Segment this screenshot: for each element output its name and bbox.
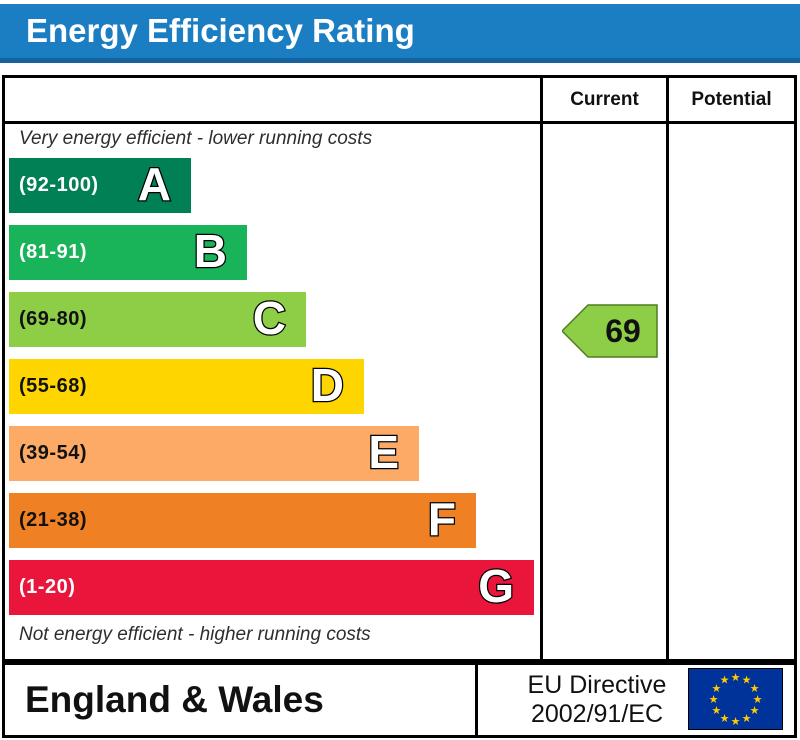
- eu-flag-star: ★: [711, 683, 721, 695]
- page-title: Energy Efficiency Rating: [26, 12, 415, 49]
- potential-column-header: Potential: [691, 88, 772, 110]
- band-E: (39-54) E: [9, 426, 419, 481]
- eu-directive-line1: EU Directive: [527, 671, 667, 700]
- inefficient-note: Not energy efficient - higher running co…: [19, 624, 371, 645]
- eu-flag-star: ★: [720, 675, 730, 687]
- eu-flag-icon: ★ ★★★★★★★★★★★: [688, 668, 783, 730]
- header-divider: [5, 121, 794, 124]
- band-range-label: (81-91): [19, 241, 87, 263]
- current-column-header: Current: [570, 88, 639, 110]
- band-range-label: (39-54): [19, 442, 87, 464]
- current-rating-value: 69: [605, 312, 641, 349]
- eu-flag-star: ★: [750, 705, 760, 717]
- eu-flag-field: [688, 668, 783, 730]
- title-bar: Energy Efficiency Rating: [0, 4, 800, 63]
- column-divider-current: [540, 78, 543, 659]
- eu-flag-star: ★: [720, 713, 730, 725]
- eu-flag-star: ★: [709, 694, 719, 706]
- rating-table: Current Potential Very energy efficient …: [2, 75, 797, 662]
- eu-directive-line2: 2002/91/EC: [530, 700, 664, 728]
- band-range-label: (55-68): [19, 375, 87, 397]
- eu-flag-star: ★: [731, 672, 741, 684]
- band-G: (1-20) G: [9, 560, 534, 615]
- eu-flag-star: ★: [711, 705, 721, 717]
- efficient-note: Very energy efficient - lower running co…: [19, 128, 373, 149]
- current-arrow-shape: [562, 304, 658, 358]
- band-C: (69-80) C: [9, 292, 306, 347]
- band-F: (21-38) F: [9, 493, 476, 548]
- band-A: (92-100) A: [9, 158, 191, 213]
- eu-flag-star: ★: [731, 716, 741, 728]
- band-range-label: (92-100): [19, 174, 99, 196]
- region-label: England & Wales: [25, 679, 324, 720]
- band-letter: F: [427, 492, 458, 545]
- band-letter: C: [252, 291, 288, 344]
- current-rating-arrow: 69: [562, 304, 658, 358]
- band-letter: G: [477, 559, 515, 612]
- eu-flag-stars: ★ ★★★★★★★★★★★: [709, 672, 763, 728]
- eu-flag-star: ★: [742, 675, 752, 687]
- eu-directive-label: EU Directive 2002/91/EC: [511, 665, 683, 735]
- footer-divider: [475, 665, 478, 735]
- eu-flag-star: ★: [753, 694, 763, 706]
- band-range-label: (1-20): [19, 576, 76, 598]
- eu-flag-star: ★: [742, 713, 752, 725]
- arrow-icon: [562, 304, 658, 358]
- band-B: (81-91) B: [9, 225, 247, 280]
- band-D: (55-68) D: [9, 359, 364, 414]
- band-letter: E: [367, 425, 400, 478]
- footer-bar: England & Wales EU Directive 2002/91/EC …: [2, 662, 797, 738]
- band-letter: A: [137, 157, 173, 210]
- band-range-label: (21-38): [19, 509, 87, 531]
- band-letter: B: [193, 224, 229, 277]
- band-letter: D: [310, 358, 346, 411]
- eu-flag-star: ★: [750, 683, 760, 695]
- column-divider-potential: [666, 78, 669, 659]
- band-range-label: (69-80): [19, 308, 87, 330]
